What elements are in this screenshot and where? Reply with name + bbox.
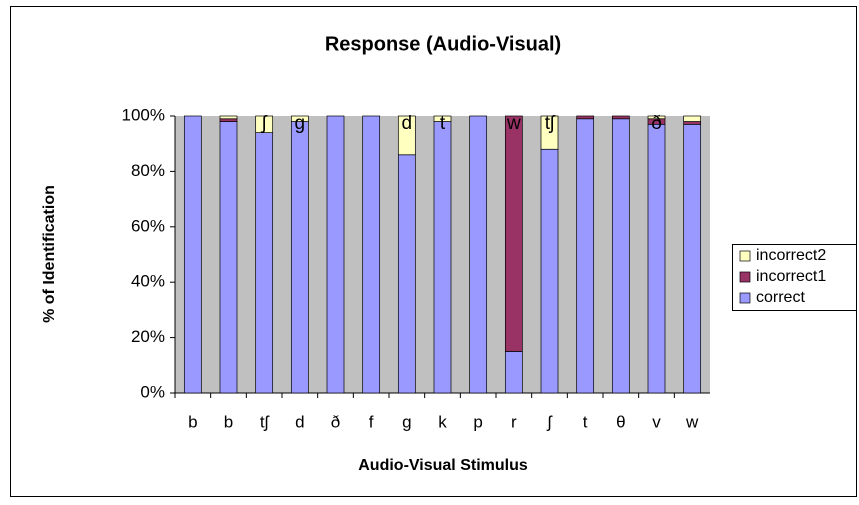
- bar-segment: [183, 115, 202, 394]
- bar-segment: [683, 115, 702, 122]
- y-tick-label: 100%: [122, 105, 165, 124]
- x-axis-label: Audio-Visual Stimulus: [358, 457, 528, 474]
- bar-segment: [469, 115, 488, 394]
- bar-segment: [433, 115, 452, 122]
- y-tick-label: 60%: [131, 216, 165, 235]
- bar-segment: [362, 115, 381, 394]
- bar-segment: [504, 115, 523, 352]
- bar-segment: [219, 115, 238, 120]
- bar-segment: [433, 121, 452, 394]
- bar-segment: [326, 115, 345, 394]
- y-tick-label: 20%: [131, 327, 165, 346]
- legend-label: incorrect1: [756, 268, 826, 285]
- bar-segment: [255, 132, 274, 394]
- bar-annotation: t: [440, 113, 446, 134]
- bar-segment: [611, 118, 630, 394]
- legend-label: incorrect2: [756, 247, 826, 264]
- x-tick-label: ð: [331, 412, 340, 431]
- bar-segment: [290, 115, 309, 122]
- legend-label: correct: [756, 289, 805, 306]
- bar-segment: [683, 121, 702, 125]
- bar-segment: [255, 115, 274, 133]
- x-tick-label: b: [224, 412, 233, 431]
- chart-title: Response (Audio-Visual): [325, 33, 561, 55]
- x-tick-label: k: [438, 412, 447, 431]
- bar-segment: [219, 121, 238, 394]
- bar-segment: [397, 154, 416, 394]
- x-tick-label: p: [473, 412, 482, 431]
- x-tick-label: t: [583, 412, 588, 431]
- bar-segment: [219, 118, 238, 122]
- bar-annotation: ð: [651, 113, 662, 134]
- bar-segment: [647, 123, 666, 394]
- bar-segment: [683, 123, 702, 394]
- y-tick-label: 40%: [131, 272, 165, 291]
- x-tick-label: ʃ: [547, 412, 553, 431]
- x-tick-label: g: [402, 412, 411, 431]
- bar-segment: [540, 148, 559, 394]
- bar-annotation: g: [295, 113, 306, 134]
- bar-segment: [397, 115, 416, 156]
- bar-segment: [540, 115, 559, 150]
- y-tick-label: 0%: [140, 382, 165, 401]
- bar-annotation: w: [506, 113, 521, 134]
- x-tick-label: r: [511, 412, 517, 431]
- y-axis-label: % of Identification: [41, 185, 58, 323]
- x-tick-label: b: [188, 412, 197, 431]
- legend-swatch: [739, 250, 751, 262]
- bar-segment: [647, 115, 666, 120]
- bar-segment: [576, 115, 595, 120]
- legend-swatch: [739, 292, 751, 304]
- x-tick-label: v: [652, 412, 661, 431]
- bar-annotation: ʃ: [260, 113, 268, 134]
- x-tick-label: w: [685, 412, 699, 431]
- x-tick-label: θ: [616, 412, 625, 431]
- bar-segment: [611, 115, 630, 120]
- legend-swatch: [739, 271, 751, 283]
- x-tick-label: tʃ: [260, 412, 270, 431]
- bar-segment: [290, 121, 309, 394]
- bar-segment: [576, 118, 595, 394]
- x-tick-label: d: [295, 412, 304, 431]
- legend: [732, 244, 857, 311]
- bar-segment: [504, 351, 523, 394]
- x-tick-label: f: [369, 412, 374, 431]
- bar-annotation: tʃ: [545, 113, 556, 134]
- y-tick-label: 80%: [131, 161, 165, 180]
- bar-annotation: d: [402, 113, 413, 134]
